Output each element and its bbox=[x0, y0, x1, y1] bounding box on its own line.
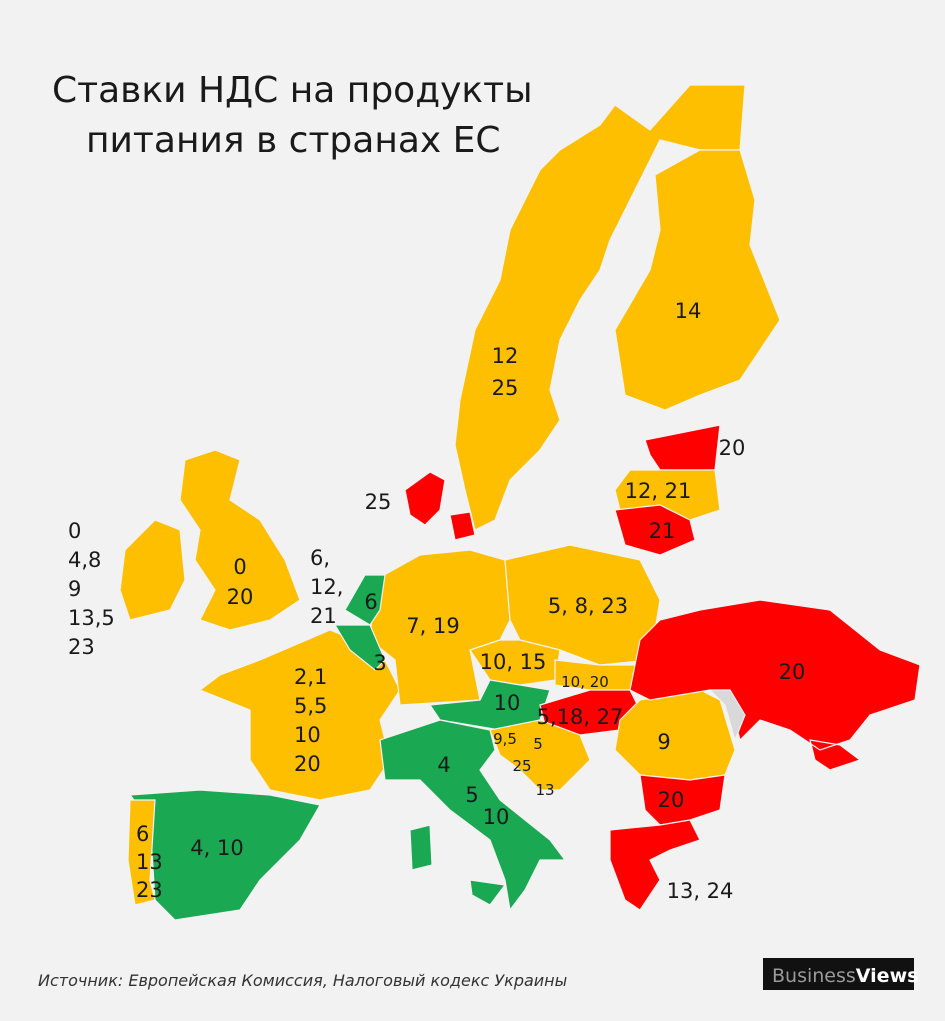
rate-label: 20 bbox=[719, 436, 746, 460]
rate-label: 20 bbox=[227, 585, 254, 609]
belgium bbox=[333, 624, 386, 671]
rate-label: 4 bbox=[437, 753, 450, 777]
rate-label: 13, 24 bbox=[667, 879, 734, 903]
rate-label: 20 bbox=[779, 660, 806, 684]
rate-label: 14 bbox=[675, 299, 702, 323]
rate-label: 3 bbox=[373, 651, 386, 675]
logo-views: Views bbox=[856, 965, 919, 987]
title: Ставки НДС на продукты bbox=[52, 70, 533, 111]
logo: BusinessViews bbox=[772, 965, 918, 987]
rate-label: 20 bbox=[294, 752, 321, 776]
rate-label: 25 bbox=[365, 490, 392, 514]
rate-label: 21 bbox=[649, 519, 676, 543]
rate-label: 5,18, 27 bbox=[537, 705, 624, 729]
rate-label: 0 bbox=[233, 555, 246, 579]
ireland bbox=[119, 519, 186, 621]
rate-label: 10, 20 bbox=[561, 673, 609, 691]
rate-label: 12, bbox=[310, 575, 343, 599]
rate-label: 2,1 bbox=[294, 665, 327, 689]
estonia bbox=[644, 424, 721, 471]
source: Источник: Европейская Комиссия, Налоговы… bbox=[38, 971, 567, 990]
bulgaria bbox=[639, 774, 726, 826]
lithuania bbox=[614, 504, 696, 556]
rate-label: 6, bbox=[310, 546, 330, 570]
portugal bbox=[127, 799, 156, 906]
italy bbox=[379, 719, 567, 912]
rate-label: 4,8 bbox=[68, 548, 101, 572]
rate-label: 5, 8, 23 bbox=[548, 594, 628, 618]
logo-business: Business bbox=[772, 965, 856, 987]
austria bbox=[428, 679, 551, 731]
labels: 14 12 25 20 12, 21 21 25 0 4,8 9 13,5 23 0 20 6, 12, 21 6… bbox=[68, 299, 805, 903]
rate-label: 0 bbox=[68, 519, 81, 543]
rate-label: 12 bbox=[492, 344, 519, 368]
rate-label: 10 bbox=[494, 691, 521, 715]
rate-label: 4, 10 bbox=[190, 836, 243, 860]
rate-label: 9 bbox=[68, 577, 81, 601]
rate-label: 13,5 bbox=[68, 606, 115, 630]
slovenia-croatia bbox=[489, 719, 591, 791]
rate-label: 13 bbox=[136, 850, 163, 874]
rate-label: 5 bbox=[465, 783, 478, 807]
rate-label: 5 bbox=[533, 735, 543, 753]
logo-bg bbox=[763, 958, 914, 990]
rate-label: 25 bbox=[492, 376, 519, 400]
finland bbox=[614, 149, 781, 411]
rate-label: 23 bbox=[68, 635, 95, 659]
rate-label: 6 bbox=[364, 590, 377, 614]
rate-label: 20 bbox=[658, 788, 685, 812]
title: питания в странах ЕС bbox=[86, 120, 501, 161]
rate-label: 13 bbox=[535, 781, 554, 799]
rate-label: 21 bbox=[310, 604, 337, 628]
netherlands bbox=[344, 574, 386, 626]
rate-label: 10 bbox=[483, 805, 510, 829]
norway-sweden bbox=[454, 84, 746, 531]
poland bbox=[504, 544, 661, 666]
countries bbox=[119, 84, 921, 921]
spain bbox=[128, 789, 321, 921]
rate-label: 7, 19 bbox=[406, 614, 459, 638]
rate-label: 9 bbox=[657, 730, 670, 754]
rate-label: 25 bbox=[512, 757, 531, 775]
rate-label: 23 bbox=[136, 878, 163, 902]
rate-label: 5,5 bbox=[294, 694, 327, 718]
rate-label: 12, 21 bbox=[625, 479, 692, 503]
denmark bbox=[404, 471, 476, 541]
greece bbox=[609, 819, 701, 911]
rate-label: 6 bbox=[136, 822, 149, 846]
rate-label: 9,5 bbox=[493, 730, 517, 748]
rate-label: 10, 15 bbox=[480, 650, 547, 674]
uk bbox=[179, 449, 301, 631]
moldova bbox=[708, 689, 746, 742]
rate-label: 10 bbox=[294, 723, 321, 747]
